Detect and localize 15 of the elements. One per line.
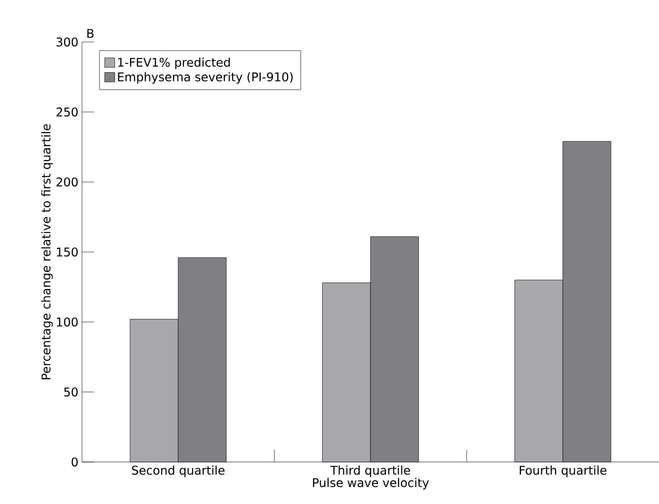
y-tick-label: 0 xyxy=(72,457,78,467)
x-axis-title: Pulse wave velocity xyxy=(313,478,429,490)
y-tick-label: 250 xyxy=(56,107,78,117)
y-tick-label: 50 xyxy=(64,387,78,397)
legend-label: Emphysema severity (PI-910) xyxy=(118,72,293,84)
y-tick-label: 300 xyxy=(56,37,78,47)
x-tick-label: Third quartile xyxy=(330,466,410,478)
x-tick-label: Fourth quartile xyxy=(520,466,606,478)
y-axis-title: Percentage change relative to first quartile xyxy=(41,124,53,380)
x-tick-label: Second quartile xyxy=(132,466,224,478)
y-tick-label: 200 xyxy=(56,177,78,187)
text: B xyxy=(87,29,94,38)
y-tick-label: 100 xyxy=(56,317,78,327)
y-tick-label: 150 xyxy=(56,247,78,257)
legend-label: 1-FEV1% predicted xyxy=(118,58,230,70)
